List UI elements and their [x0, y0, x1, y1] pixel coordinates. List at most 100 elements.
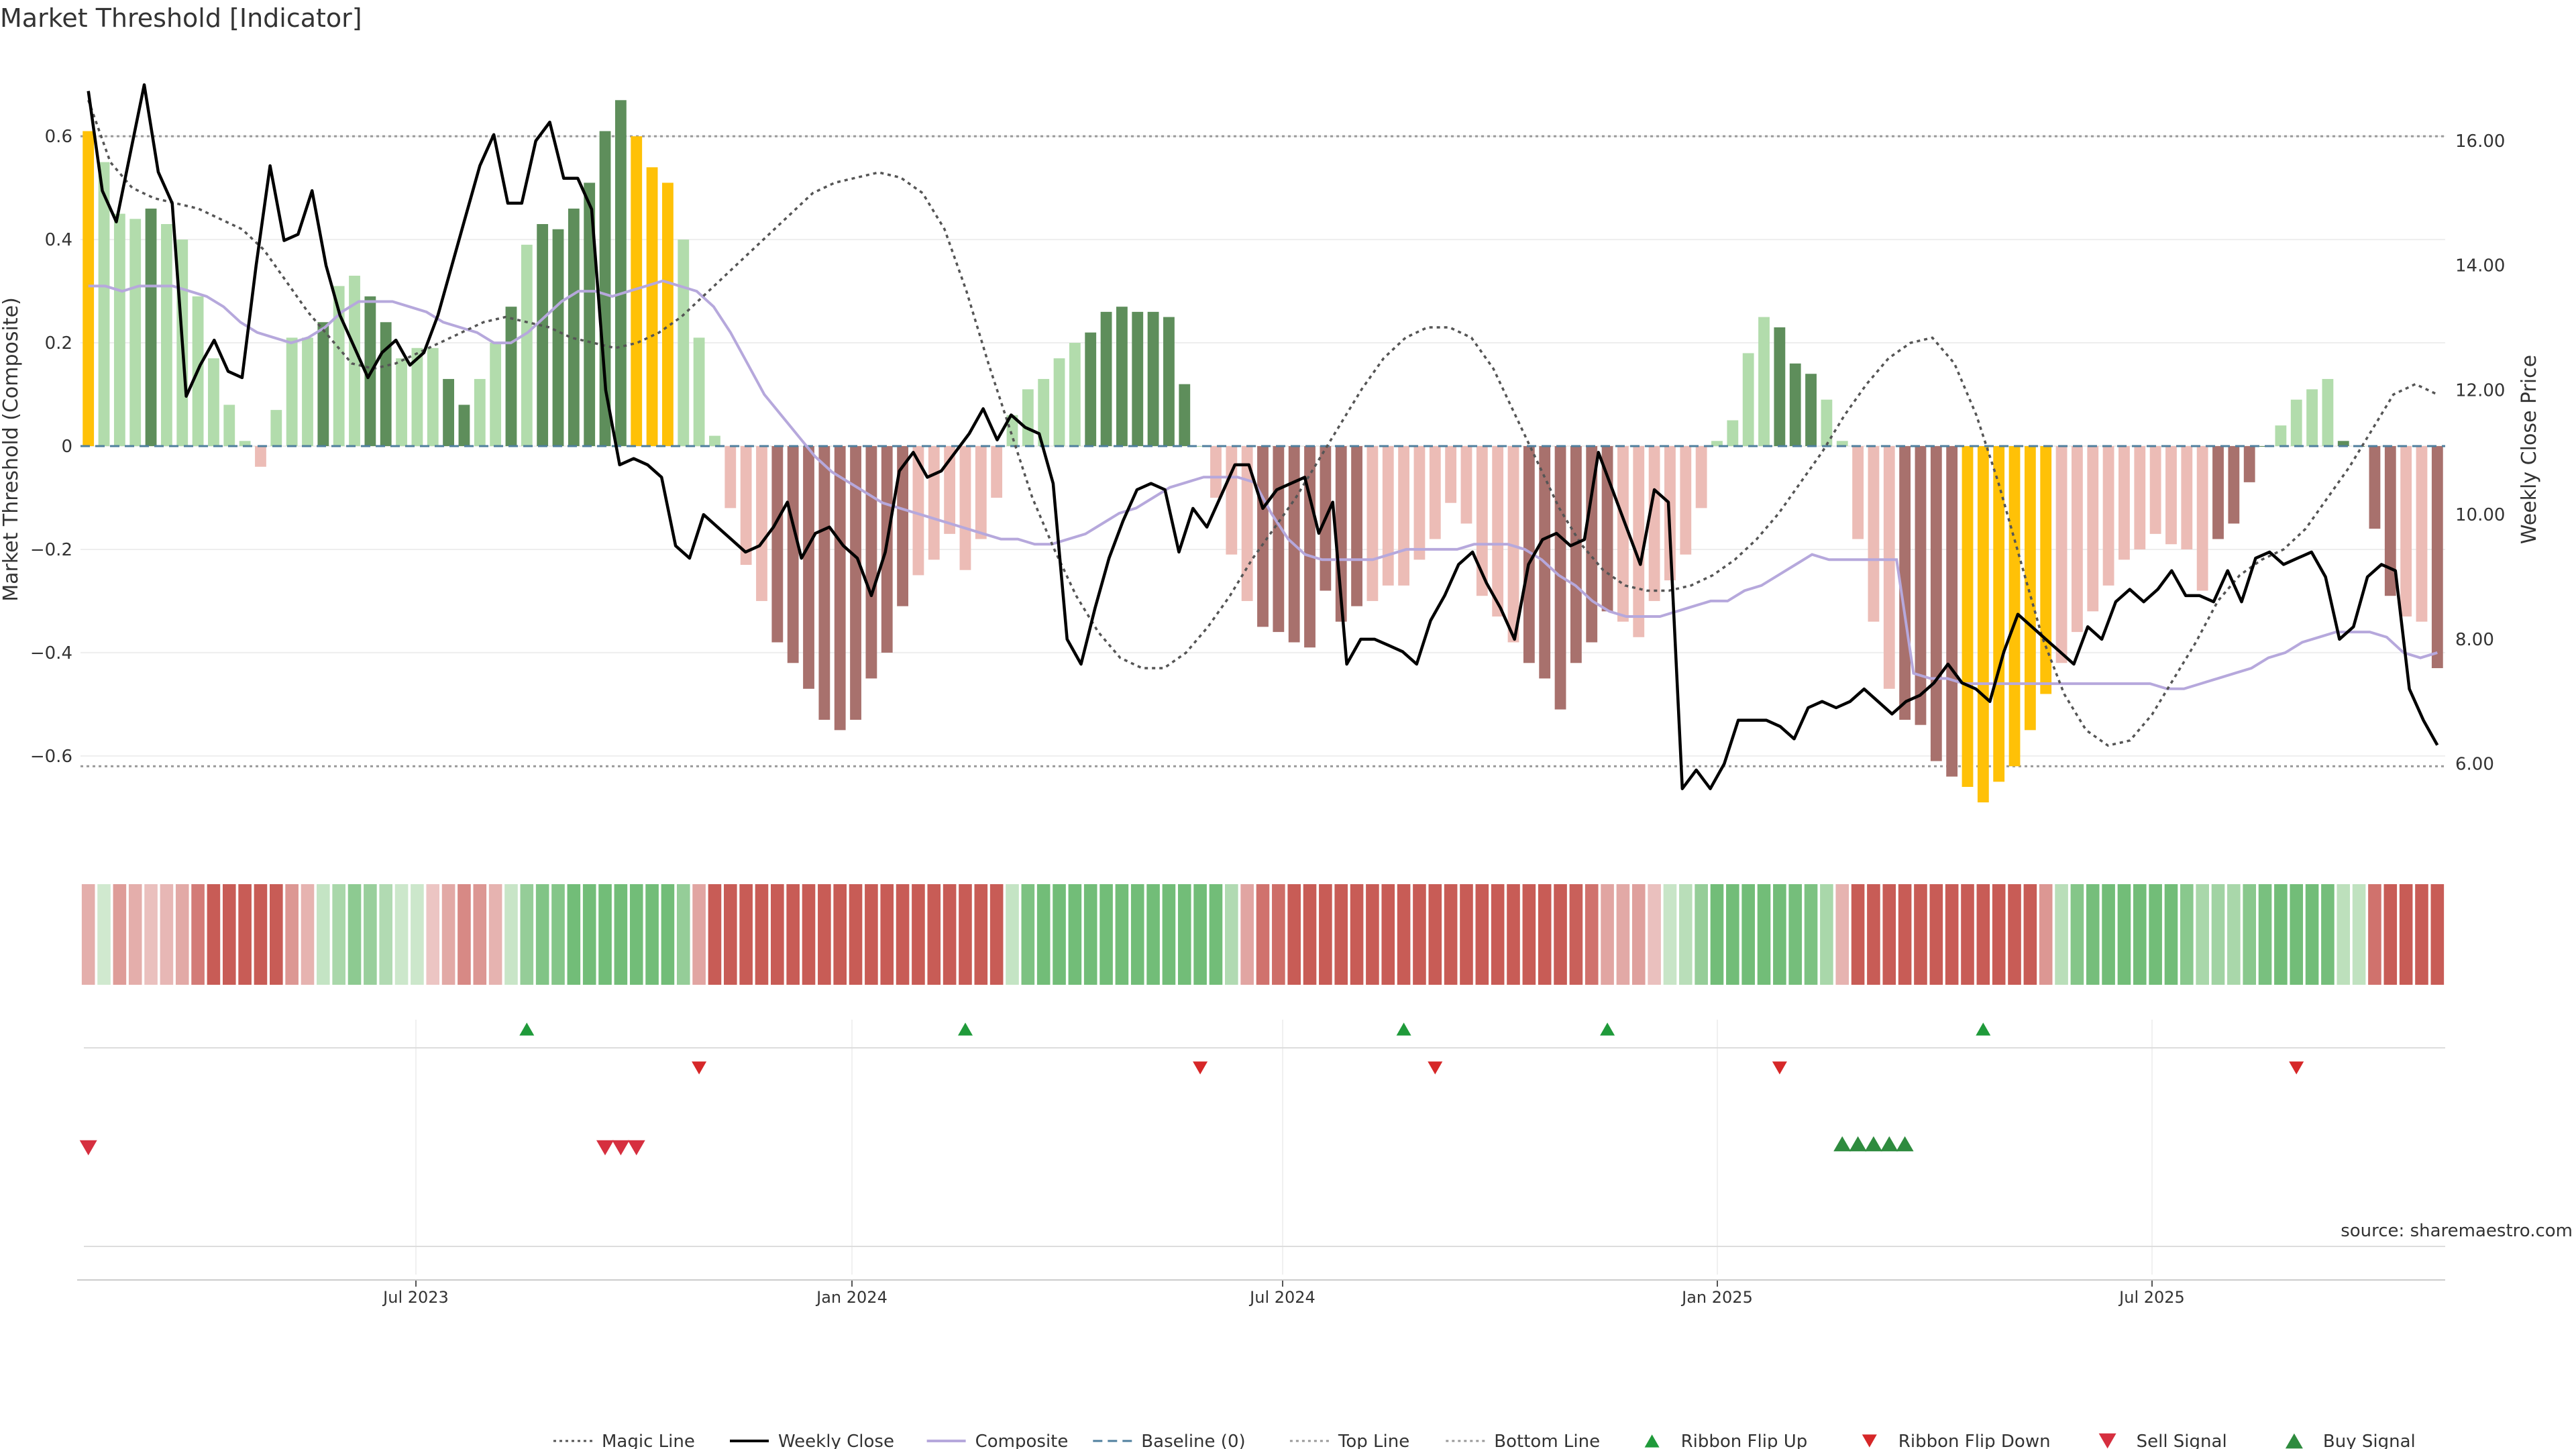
legend: Magic Line Weekly Close Composite Baseline … — [553, 1432, 2416, 1449]
ribbon-cell — [2070, 884, 2084, 985]
ribbon-cell — [1835, 884, 1849, 985]
ribbon-cell — [1006, 884, 1019, 985]
composite-bar — [944, 446, 956, 534]
ribbon-cell — [317, 884, 330, 985]
composite-bar — [646, 167, 658, 446]
ribbon-cell — [645, 884, 659, 985]
legend-swatch — [2098, 1433, 2116, 1449]
buy-signal-marker — [1833, 1136, 1851, 1152]
ribbon-cell — [379, 884, 393, 985]
composite-bar — [1429, 446, 1441, 539]
ribbon-cell — [2383, 884, 2398, 985]
ribbon-cell — [1678, 884, 1693, 985]
composite-bar — [756, 446, 767, 601]
composite-bar — [1523, 446, 1535, 663]
ribbon-cell — [974, 884, 988, 985]
ribbon-cell — [1804, 884, 1818, 985]
composite-bar — [1617, 446, 1629, 622]
composite-bar — [2431, 446, 2443, 668]
composite-bar — [1962, 446, 1974, 788]
ribbon-cell — [2258, 884, 2272, 985]
composite-bar — [1069, 343, 1081, 446]
composite-bar — [803, 446, 814, 689]
y-right-tick-label: 16.00 — [2455, 131, 2505, 152]
composite-bar — [2087, 446, 2099, 612]
y-right-tick-label: 10.00 — [2455, 505, 2505, 525]
ribbon-cell — [2305, 884, 2319, 985]
legend-label: Sell Signal — [2137, 1432, 2227, 1449]
composite-bar — [1038, 378, 1050, 446]
composite-bar — [1899, 446, 1911, 720]
ribbon-cell — [943, 884, 957, 985]
composite-bar — [724, 446, 737, 508]
composite-bar — [850, 446, 861, 720]
ribbon-cell — [723, 884, 737, 985]
ribbon-cell — [865, 884, 878, 985]
y-left-tick-label: −0.2 — [30, 540, 72, 560]
ribbon-cell — [535, 884, 549, 985]
ribbon-cell — [2290, 884, 2304, 985]
composite-bar — [2400, 446, 2412, 617]
ribbon-cell — [285, 884, 299, 985]
ribbon-cell — [1225, 884, 1238, 985]
legend-label: Ribbon Flip Up — [1681, 1432, 1808, 1449]
ribbon-cell — [81, 884, 95, 985]
buy-signal-marker — [1896, 1136, 1914, 1152]
ribbon-cell — [2008, 884, 2021, 985]
composite-bar — [1116, 307, 1128, 446]
composite-bar — [1163, 317, 1175, 446]
ribbon-cell — [441, 884, 455, 985]
ribbon-cell — [771, 884, 784, 985]
ribbon-cell — [347, 884, 362, 985]
ribbon-cell — [2337, 884, 2351, 985]
ribbon-cell — [1507, 884, 1520, 985]
legend-label: Top Line — [1338, 1432, 1409, 1449]
ribbon-cell — [739, 884, 753, 985]
ribbon-cell — [254, 884, 268, 985]
composite-bar — [2290, 399, 2302, 446]
ribbon-cell — [1036, 884, 1051, 985]
ribbon-cell — [912, 884, 925, 985]
composite-bar — [98, 162, 110, 447]
composite-bar — [1476, 446, 1488, 596]
ribbon-cell — [2243, 884, 2256, 985]
composite-bar — [599, 131, 611, 447]
ribbon-cell — [989, 884, 1004, 985]
y-axis-left-ticks: 0.6 0.4 0.2 0 −0.2 −0.4 −0.6 — [30, 127, 72, 767]
ribbon-cell — [1914, 884, 1927, 985]
composite-bar — [1570, 446, 1582, 663]
composite-bar — [552, 229, 564, 446]
legend-label: Bottom Line — [1494, 1432, 1600, 1449]
composite-bar — [443, 378, 454, 446]
ribbon-cell — [1334, 884, 1348, 985]
composite-bar — [537, 224, 549, 446]
ribbon-cell — [1648, 884, 1661, 985]
composite-bar — [1836, 441, 1848, 446]
ribbon-flip-down-marker — [2289, 1061, 2304, 1075]
composite-bar — [568, 208, 580, 446]
ribbon-cell — [1616, 884, 1630, 985]
composite-bar — [1930, 446, 1942, 761]
ribbon-cell — [1820, 884, 1833, 985]
x-tick-label: Jul 2024 — [1248, 1288, 1316, 1307]
ribbon-cell — [2164, 884, 2178, 985]
composite-bar — [1100, 311, 1112, 446]
x-tick-label: Jan 2024 — [815, 1288, 888, 1307]
ribbon-cell — [2149, 884, 2162, 985]
sell-signal-marker — [612, 1140, 630, 1156]
composite-bars — [80, 100, 2445, 803]
ribbon-cell — [191, 884, 205, 985]
composite-bar — [693, 337, 705, 446]
composite-bar — [584, 182, 596, 446]
ribbon-cell — [1240, 884, 1254, 985]
composite-bar — [1774, 327, 1786, 446]
ribbon-cell — [1961, 884, 1974, 985]
legend-label: Buy Signal — [2323, 1432, 2416, 1449]
ribbon-cell — [692, 884, 706, 985]
ribbon-cell — [411, 884, 424, 985]
composite-bar — [2196, 446, 2208, 591]
ribbon-cell — [1162, 884, 1176, 985]
composite-bar — [2134, 446, 2146, 549]
composite-bar — [1993, 446, 2005, 782]
composite-bar — [959, 446, 971, 570]
